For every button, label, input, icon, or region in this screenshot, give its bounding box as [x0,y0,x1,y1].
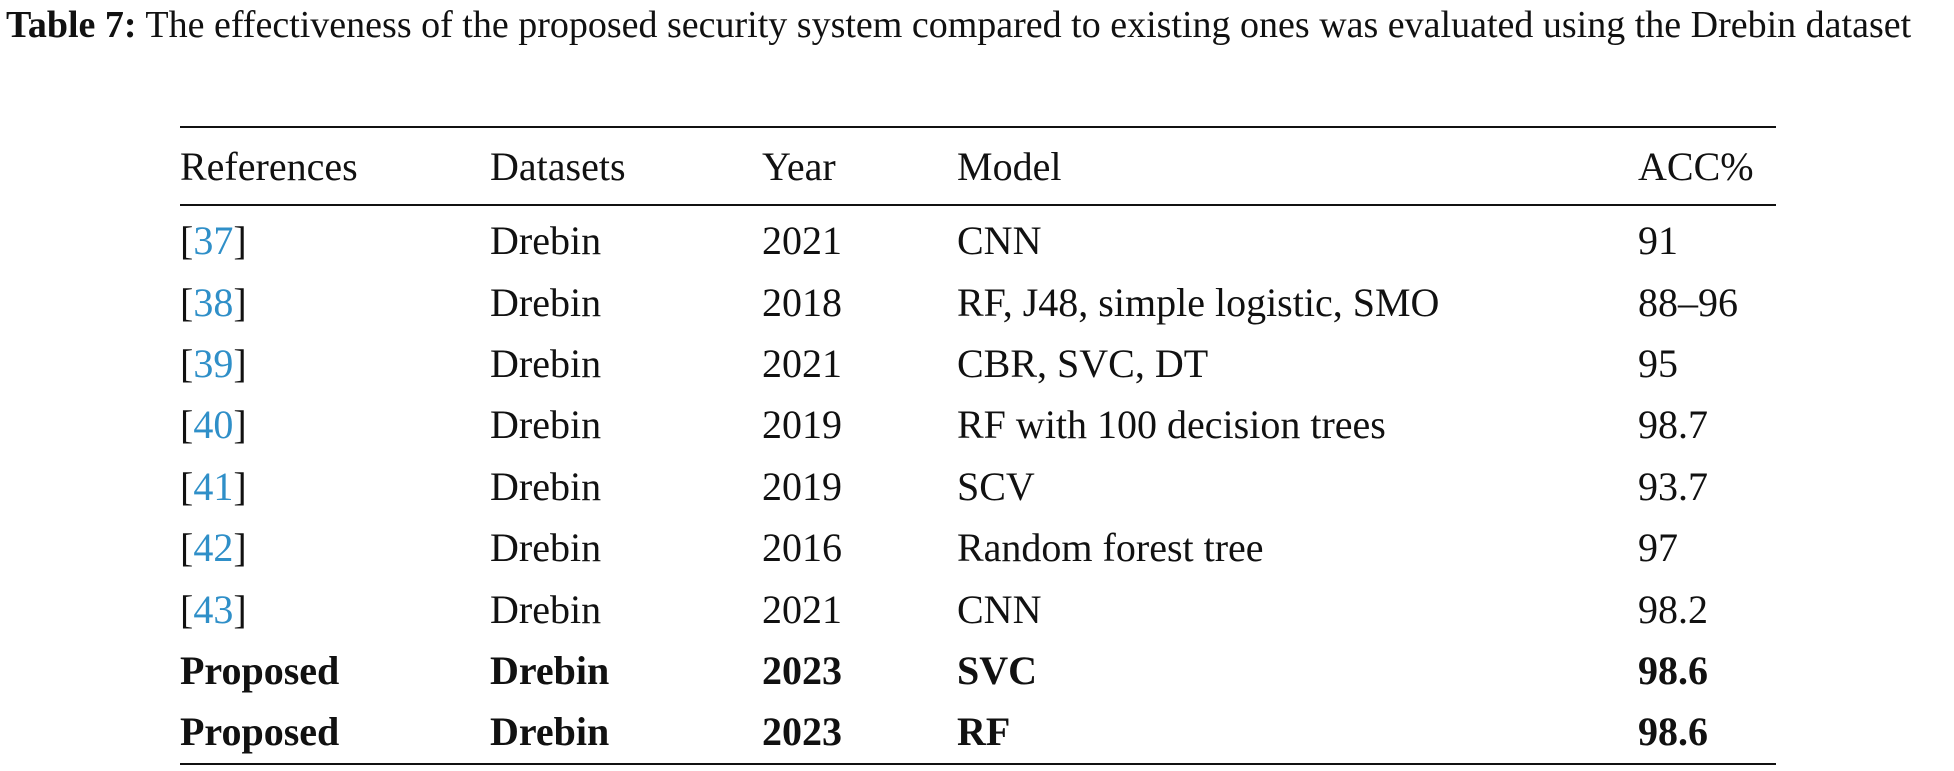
reference-cell: [40] [180,394,490,455]
bracket-open: [ [180,525,194,571]
reference-cell: [37] [180,205,490,271]
year-cell: 2021 [762,586,842,632]
header-model: Model [957,126,1638,206]
table-row: [37] Drebin 2021 CNN 91 [180,205,1776,271]
model-cell: RF, J48, simple logistic, SMO [957,279,1440,325]
header-year: Year [762,126,957,206]
model-cell: CNN [957,218,1042,264]
caption-label: Table 7: [6,4,137,46]
reference-link[interactable]: 38 [193,279,234,325]
bracket-open: [ [180,402,194,448]
model-cell: CBR, SVC, DT [957,340,1209,386]
bracket-close: ] [233,279,247,325]
bracket-close: ] [233,402,247,448]
acc-cell: 88–96 [1638,279,1738,325]
dataset-cell: Drebin [490,701,762,765]
model-cell: Random forest tree [957,525,1264,571]
results-table-container: References Datasets Year Model ACC% [37]… [180,126,1776,765]
dataset-cell: Drebin [490,647,610,693]
reference-cell: [43] [180,578,490,639]
acc-cell: 98.6 [1638,701,1776,765]
year-cell: 2023 [762,647,842,693]
year-cell: 2021 [762,218,842,264]
table-row-proposed: Proposed Drebin 2023 RF 98.6 [180,701,1776,765]
acc-cell: 93.7 [1638,463,1708,509]
reference-link[interactable]: 43 [193,586,234,632]
dataset-cell: Drebin [490,402,602,448]
acc-cell: 98.7 [1638,402,1708,448]
table-row: [39] Drebin 2021 CBR, SVC, DT 95 [180,333,1776,394]
bracket-close: ] [233,525,247,571]
acc-cell: 91 [1638,218,1678,264]
dataset-cell: Drebin [490,218,602,264]
bracket-close: ] [233,586,247,632]
year-cell: 2021 [762,340,842,386]
table-caption: Table 7: The effectiveness of the propos… [6,2,1952,49]
bracket-open: [ [180,586,194,632]
reference-link[interactable]: 39 [193,340,234,386]
dataset-cell: Drebin [490,586,602,632]
bracket-open: [ [180,279,194,325]
table-row: [42] Drebin 2016 Random forest tree 97 [180,517,1776,578]
year-cell: 2019 [762,463,842,509]
header-acc: ACC% [1638,126,1776,206]
reference-link[interactable]: 42 [193,525,234,571]
reference-cell: Proposed [180,647,340,693]
model-cell: RF with 100 decision trees [957,402,1386,448]
header-references: References [180,126,490,206]
table-row: [41] Drebin 2019 SCV 93.7 [180,456,1776,517]
year-cell: 2018 [762,279,842,325]
reference-link[interactable]: 41 [193,463,234,509]
model-cell: RF [957,701,1638,765]
dataset-cell: Drebin [490,340,602,386]
acc-cell: 98.6 [1638,647,1708,693]
bracket-close: ] [233,218,247,264]
year-cell: 2019 [762,402,842,448]
table-row: [40] Drebin 2019 RF with 100 decision tr… [180,394,1776,455]
acc-cell: 97 [1638,525,1678,571]
reference-cell: [38] [180,271,490,332]
reference-cell: Proposed [180,701,490,765]
acc-cell: 98.2 [1638,586,1708,632]
model-cell: SCV [957,463,1035,509]
reference-link[interactable]: 37 [193,218,234,264]
bracket-close: ] [233,340,247,386]
year-cell: 2023 [762,701,957,765]
acc-cell: 95 [1638,340,1678,386]
bracket-open: [ [180,218,194,264]
dataset-cell: Drebin [490,279,602,325]
model-cell: CNN [957,586,1042,632]
dataset-cell: Drebin [490,463,602,509]
reference-link[interactable]: 40 [193,402,234,448]
table-row: [38] Drebin 2018 RF, J48, simple logisti… [180,271,1776,332]
caption-text: The effectiveness of the proposed securi… [136,4,1912,46]
table-row-proposed: Proposed Drebin 2023 SVC 98.6 [180,640,1776,701]
table-header-row: References Datasets Year Model ACC% [180,126,1776,206]
year-cell: 2016 [762,525,842,571]
bracket-open: [ [180,340,194,386]
bracket-close: ] [233,463,247,509]
reference-cell: [39] [180,333,490,394]
header-datasets: Datasets [490,126,762,206]
table-row: [43] Drebin 2021 CNN 98.2 [180,578,1776,639]
dataset-cell: Drebin [490,525,602,571]
reference-cell: [41] [180,456,490,517]
model-cell: SVC [957,647,1038,693]
results-table: References Datasets Year Model ACC% [37]… [180,126,1776,765]
reference-cell: [42] [180,517,490,578]
bracket-open: [ [180,463,194,509]
